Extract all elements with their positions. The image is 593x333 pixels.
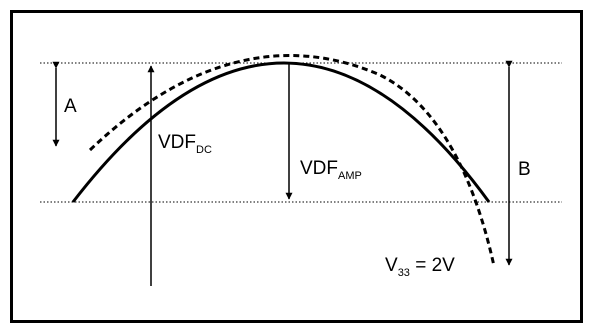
vdf-dc-main: VDF	[158, 132, 196, 153]
vdf-amp-main: VDF	[300, 158, 338, 179]
v33-main: V	[385, 255, 398, 276]
vdf-dc-subscript: DC	[196, 144, 212, 156]
label-v33: V33 = 2V	[385, 255, 455, 279]
dashed-curve	[88, 54, 496, 267]
frame-border	[10, 10, 583, 323]
label-a: A	[64, 96, 77, 117]
label-vdf-amp: VDFAMP	[300, 158, 362, 182]
v33-subscript: 33	[398, 267, 410, 279]
solid-curve	[71, 61, 491, 203]
label-vdf-dc: VDFDC	[158, 132, 212, 156]
vdf-amp-subscript: AMP	[338, 170, 362, 182]
label-b: B	[518, 159, 531, 180]
v33-suffix: = 2V	[410, 255, 455, 276]
